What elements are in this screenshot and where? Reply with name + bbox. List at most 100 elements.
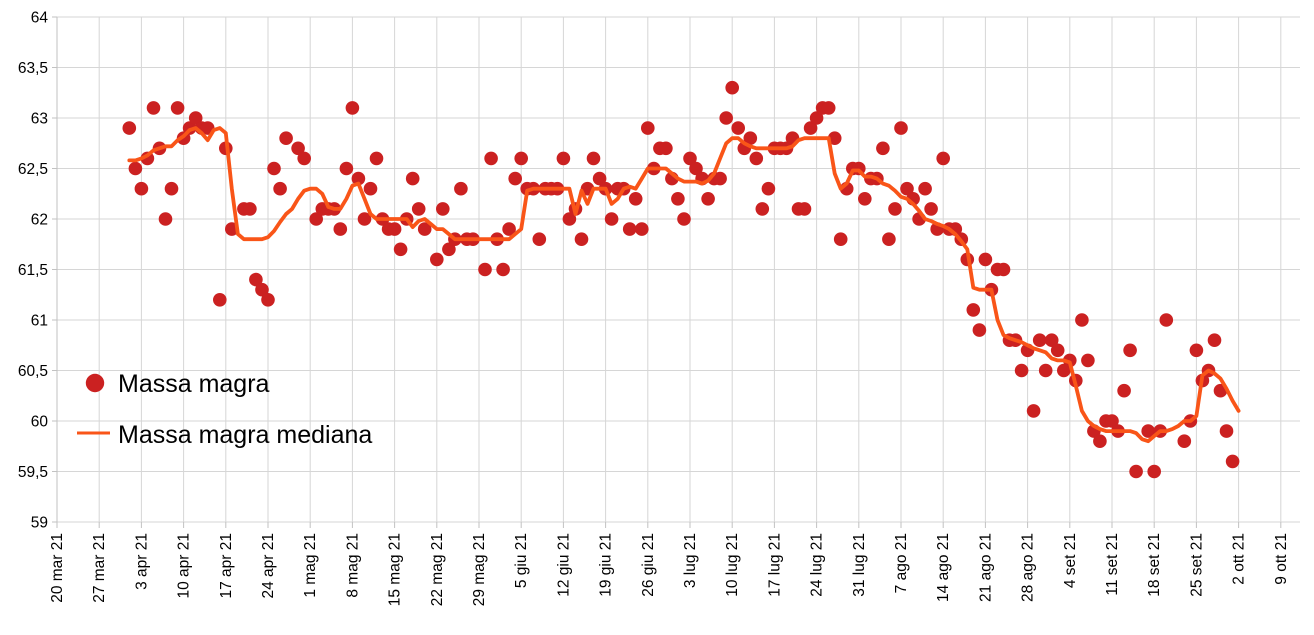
scatter-point bbox=[996, 262, 1011, 277]
scatter-point bbox=[387, 222, 402, 236]
y-axis-tick-label: 64 bbox=[31, 10, 49, 27]
scatter-point bbox=[1141, 424, 1155, 438]
scatter-point bbox=[411, 202, 426, 216]
scatter-point bbox=[641, 121, 655, 135]
scatter-point bbox=[659, 141, 673, 156]
scatter-point bbox=[918, 181, 932, 196]
scatter-point bbox=[888, 202, 902, 216]
x-axis-tick-label: 11 set 21 bbox=[1104, 533, 1121, 596]
scatter-point bbox=[556, 151, 571, 166]
y-axis-tick-label: 63 bbox=[31, 111, 48, 128]
scatter-point bbox=[351, 171, 366, 186]
scatter-point bbox=[1159, 313, 1174, 327]
y-axis-tick-label: 62 bbox=[31, 212, 48, 229]
x-axis-tick-label: 4 set 21 bbox=[1062, 533, 1079, 588]
scatter-point bbox=[393, 242, 408, 257]
scatter-point bbox=[430, 252, 444, 267]
legend-label-massa-magra-mediana: Massa magra mediana bbox=[118, 421, 372, 449]
x-axis-tick-label: 20 mar 21 bbox=[49, 533, 66, 603]
x-axis-tick-label: 9 ott 21 bbox=[1273, 533, 1290, 585]
scatter-point bbox=[345, 101, 360, 115]
scatter-point bbox=[339, 161, 354, 176]
scatter-point bbox=[677, 212, 691, 226]
legend-dot-marker bbox=[85, 373, 105, 393]
scatter-point bbox=[574, 232, 589, 246]
scatter-point bbox=[405, 171, 420, 186]
scatter-point bbox=[725, 80, 739, 95]
scatter-point bbox=[683, 151, 697, 166]
scatter-point bbox=[858, 192, 872, 206]
scatter-point bbox=[1225, 454, 1240, 469]
scatter-point bbox=[478, 262, 492, 277]
scatter-point bbox=[249, 272, 263, 287]
x-axis-tick-label: 24 lug 21 bbox=[809, 533, 826, 597]
scatter-point bbox=[1044, 333, 1059, 348]
scatter-point bbox=[749, 151, 764, 166]
scatter-point bbox=[442, 242, 456, 257]
y-axis-tick-label: 59 bbox=[31, 515, 48, 532]
scatter-point bbox=[755, 202, 770, 216]
scatter-point bbox=[821, 101, 836, 115]
scatter-point bbox=[436, 202, 450, 216]
x-axis-tick-label: 17 lug 21 bbox=[766, 533, 783, 597]
chart-legend: Massa magra Massa magra mediana bbox=[77, 370, 372, 449]
x-axis-tick-label: 31 lug 21 bbox=[851, 533, 868, 597]
scatter-point bbox=[1117, 383, 1131, 398]
gridlines bbox=[52, 16, 1300, 528]
scatter-point bbox=[797, 202, 812, 216]
scatter-point bbox=[900, 181, 914, 196]
scatter-point bbox=[158, 212, 173, 226]
x-axis-tick-label: 28 ago 21 bbox=[1020, 533, 1037, 602]
x-axis-tick-label: 3 apr 21 bbox=[133, 533, 150, 590]
scatter-point bbox=[255, 282, 269, 297]
scatter-point bbox=[894, 121, 908, 135]
scatter-point bbox=[484, 151, 498, 166]
scatter-point bbox=[1219, 424, 1234, 438]
scatter-point bbox=[146, 101, 161, 115]
scatter-point bbox=[291, 141, 305, 156]
scatter-point bbox=[1177, 434, 1192, 449]
scatter-point bbox=[1050, 343, 1065, 358]
scatter-point bbox=[562, 212, 577, 226]
scatter-point bbox=[514, 151, 528, 166]
scatter-point bbox=[882, 232, 896, 246]
scatter-point bbox=[267, 161, 281, 176]
scatter-point bbox=[1189, 343, 1204, 358]
x-axis-tick-label: 29 mag 21 bbox=[471, 533, 488, 606]
x-axis-tick-label: 10 apr 21 bbox=[176, 533, 193, 599]
x-axis-tick-label: 15 mag 21 bbox=[387, 533, 404, 606]
scatter-point bbox=[333, 222, 348, 236]
scatter-point bbox=[689, 161, 703, 176]
scatter-point bbox=[827, 131, 842, 145]
scatter-point bbox=[369, 151, 384, 166]
scatter-point bbox=[417, 222, 432, 236]
scatter-point bbox=[170, 101, 185, 115]
x-axis-tick-label: 8 mag 21 bbox=[344, 533, 361, 598]
scatter-point bbox=[134, 181, 149, 196]
scatter-point bbox=[1123, 343, 1137, 358]
scatter-point bbox=[1026, 404, 1041, 418]
scatter-point bbox=[635, 222, 649, 236]
scatter-point bbox=[363, 181, 378, 196]
scatter-point bbox=[1038, 363, 1053, 378]
scatter-point bbox=[1057, 363, 1071, 378]
scatter-point bbox=[1129, 464, 1143, 479]
median-line bbox=[127, 126, 1241, 444]
median-line-series bbox=[127, 126, 1241, 444]
legend-label-massa-magra: Massa magra bbox=[118, 370, 270, 398]
scatter-point bbox=[972, 323, 987, 337]
scatter-point bbox=[454, 181, 468, 196]
scatter-point bbox=[628, 192, 643, 206]
scatter-point bbox=[803, 121, 818, 135]
x-axis-tick-label: 25 set 21 bbox=[1188, 533, 1205, 597]
scatter-point bbox=[128, 161, 143, 176]
y-axis-tick-label: 61,5 bbox=[18, 262, 48, 279]
scatter-point bbox=[761, 181, 776, 196]
scatter-point bbox=[936, 151, 950, 166]
scatter-point bbox=[833, 232, 848, 246]
x-axis-tick-label: 24 apr 21 bbox=[260, 533, 277, 599]
y-axis-tick-label: 63,5 bbox=[18, 60, 48, 77]
scatter-point bbox=[213, 293, 227, 307]
scatter-point bbox=[1075, 313, 1089, 327]
